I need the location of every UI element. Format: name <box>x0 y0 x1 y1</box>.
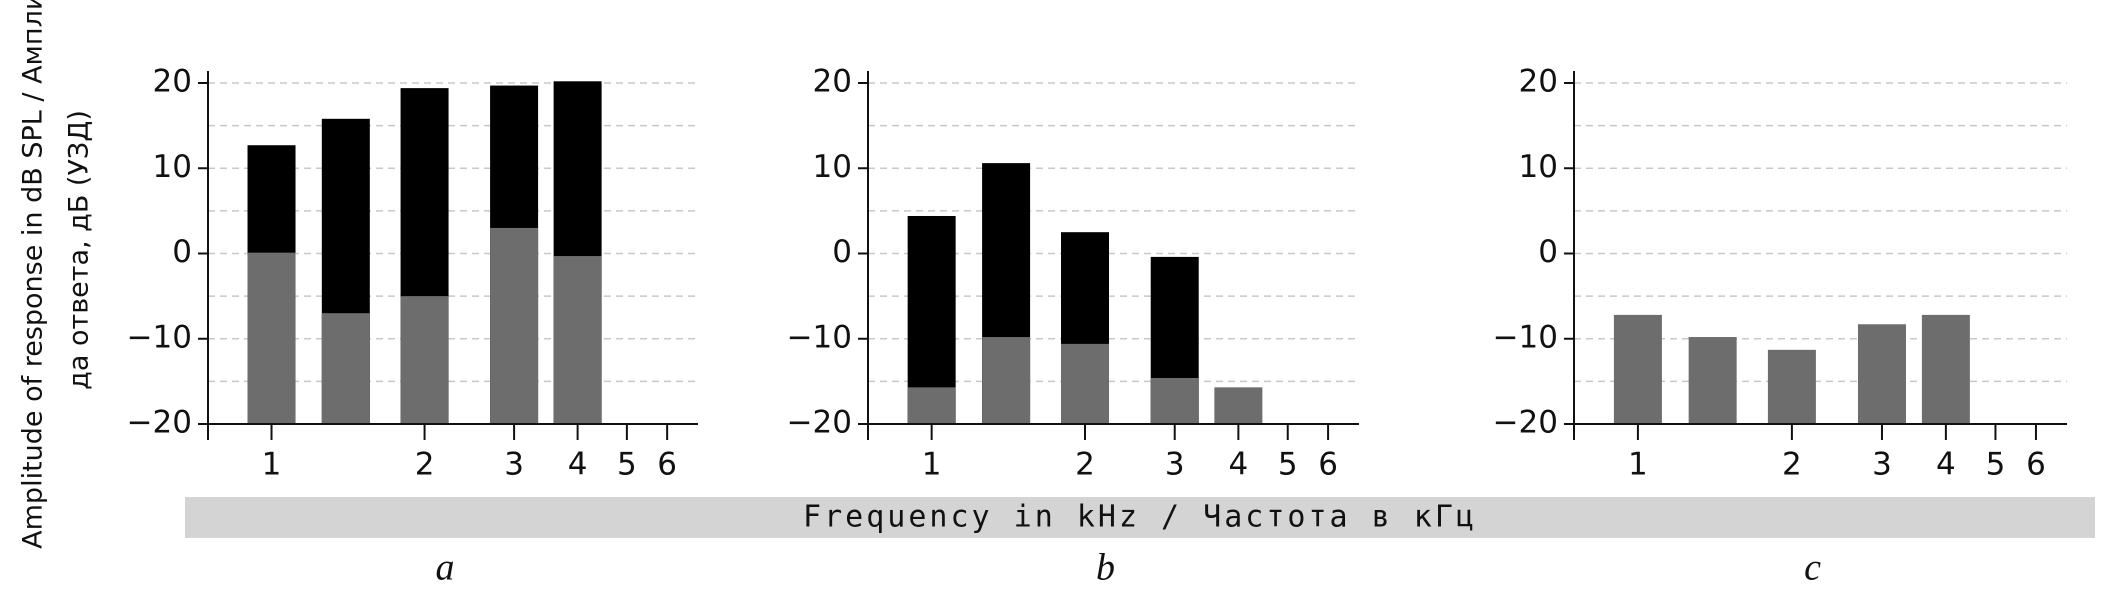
x-axis-label: Frequency in kHz / Частота в кГц <box>803 500 1477 535</box>
y-tick-label: 0 <box>172 234 192 270</box>
x-tick-label: 1 <box>262 447 282 483</box>
x-tick-label: 4 <box>1229 447 1249 483</box>
y-tick-label: 20 <box>813 64 852 100</box>
bar <box>490 227 539 424</box>
bar <box>553 256 602 424</box>
y-tick-label: −20 <box>1493 405 1558 441</box>
x-tick-label: 3 <box>1165 447 1185 483</box>
bar <box>982 337 1031 424</box>
bar <box>1061 343 1110 424</box>
x-tick-label: 6 <box>1318 447 1338 483</box>
y-tick-label: 0 <box>832 234 852 270</box>
bar <box>247 252 296 424</box>
y-tick-label: −10 <box>787 319 852 355</box>
x-tick-label: 1 <box>1628 447 1648 483</box>
panel-label: b <box>1096 547 1115 589</box>
x-tick-label: 5 <box>1278 447 1298 483</box>
x-tick-label: 3 <box>1872 447 1892 483</box>
x-tick-label: 2 <box>415 447 435 483</box>
y-tick-label: 20 <box>153 64 192 100</box>
bar <box>1767 349 1816 424</box>
y-tick-label: 10 <box>153 149 192 185</box>
y-axis-label: Amplitude of response in dB SPL / Амплит… <box>18 0 49 549</box>
bar <box>1688 337 1737 424</box>
bar <box>1214 387 1263 424</box>
x-tick-label: 6 <box>657 447 677 483</box>
y-axis-label: да ответа, дБ (УЗД) <box>64 110 95 390</box>
y-tick-label: 0 <box>1538 234 1558 270</box>
y-tick-label: 10 <box>1519 149 1558 185</box>
bar <box>1857 324 1906 424</box>
y-tick-label: −10 <box>1493 319 1558 355</box>
x-tick-label: 6 <box>2026 447 2046 483</box>
x-tick-label: 4 <box>1936 447 1956 483</box>
y-tick-label: −20 <box>127 405 192 441</box>
x-tick-label: 5 <box>1986 447 2006 483</box>
bar <box>321 313 370 424</box>
bar <box>1613 314 1662 424</box>
y-tick-label: −10 <box>127 319 192 355</box>
bar <box>1921 314 1970 424</box>
y-tick-label: 20 <box>1519 64 1558 100</box>
x-label-band <box>185 497 2095 538</box>
x-tick-label: 2 <box>1782 447 1802 483</box>
x-tick-label: 4 <box>568 447 588 483</box>
y-tick-label: 10 <box>813 149 852 185</box>
panel-label: a <box>436 547 455 589</box>
y-tick-label: −20 <box>787 405 852 441</box>
x-tick-label: 3 <box>504 447 524 483</box>
x-tick-label: 5 <box>617 447 637 483</box>
bar <box>907 387 956 424</box>
x-tick-label: 1 <box>922 447 942 483</box>
panel-label: c <box>1804 547 1821 589</box>
bar <box>400 296 449 424</box>
bar <box>1150 377 1199 424</box>
x-tick-label: 2 <box>1075 447 1095 483</box>
